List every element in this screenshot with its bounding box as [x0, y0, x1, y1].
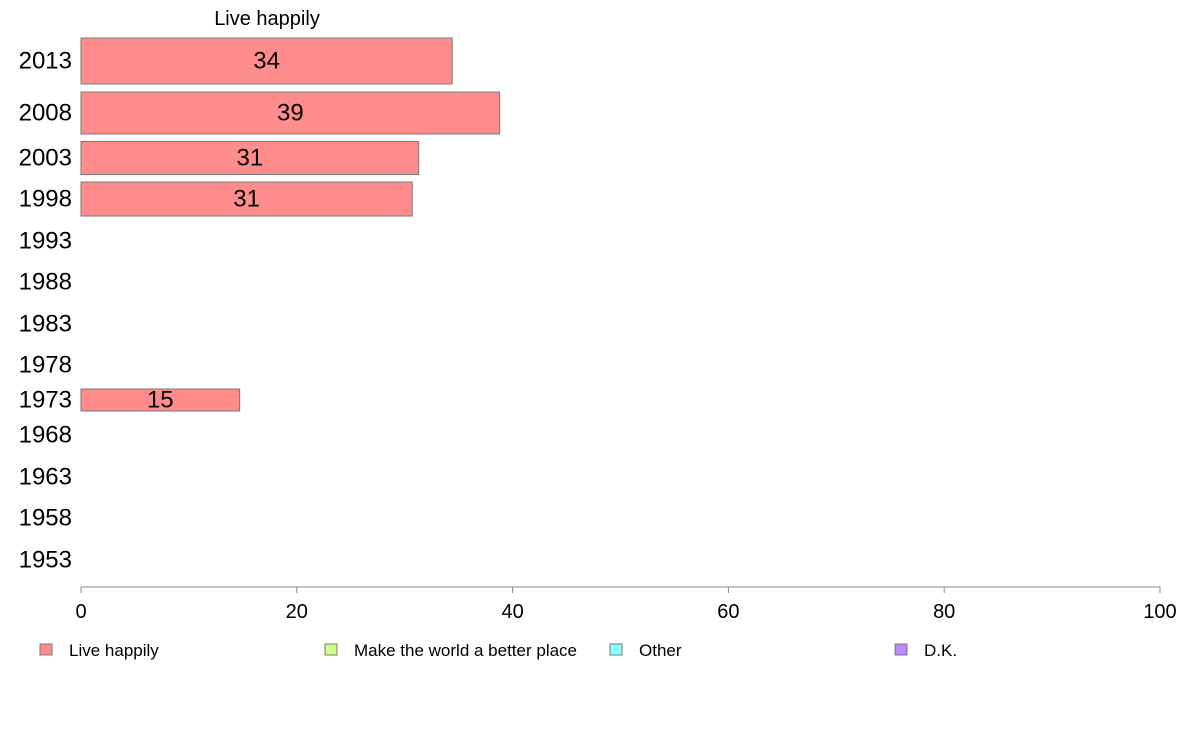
bar-2013 — [80, 37, 453, 85]
chart-title: Live happily — [214, 8, 320, 30]
x-tick-label-40: 40 — [501, 601, 523, 623]
year-label-1953: 1953 — [19, 547, 72, 574]
x-tick-label-20: 20 — [286, 601, 308, 623]
legend-label-2: Other — [639, 641, 682, 660]
bar-1998 — [80, 181, 413, 217]
bar-2008 — [80, 91, 501, 135]
legend-swatch-0 — [39, 643, 53, 656]
x-axis: 0 20 40 60 80 100 — [75, 586, 1177, 623]
year-label-2013: 2013 — [19, 48, 72, 75]
legend-label-1: Make the world a better place — [354, 641, 577, 660]
data-label-1998: 31 — [233, 186, 260, 213]
legend-label-0: Live happily — [69, 641, 159, 660]
year-label-1988: 1988 — [19, 269, 72, 296]
bar-1973 — [80, 388, 241, 412]
legend: Live happily Make the world a better plac… — [39, 641, 957, 660]
legend-swatch-1 — [324, 643, 338, 656]
data-label-2008: 39 — [277, 100, 304, 127]
data-label-1973: 15 — [147, 387, 174, 414]
legend-swatch-2 — [609, 643, 623, 656]
bar-2003 — [80, 141, 420, 175]
year-label-1983: 1983 — [19, 311, 72, 338]
legend-label-3: D.K. — [924, 641, 957, 660]
year-label-1973: 1973 — [19, 387, 72, 414]
x-tick-label-100: 100 — [1143, 601, 1176, 623]
data-label-2013: 34 — [253, 48, 280, 75]
year-label-1993: 1993 — [19, 228, 72, 255]
year-label-2008: 2008 — [19, 100, 72, 127]
year-label-1998: 1998 — [19, 186, 72, 213]
x-tick-label-0: 0 — [75, 601, 86, 623]
year-label-1963: 1963 — [19, 464, 72, 491]
year-label-2003: 2003 — [19, 145, 72, 172]
year-label-1978: 1978 — [19, 352, 72, 379]
year-label-1968: 1968 — [19, 422, 72, 449]
bars — [80, 37, 501, 412]
year-label-1958: 1958 — [19, 505, 72, 532]
x-tick-label-80: 80 — [933, 601, 955, 623]
data-labels: 34 39 31 31 15 — [147, 48, 304, 414]
legend-swatch-3 — [894, 643, 908, 656]
x-tick-label-60: 60 — [717, 601, 739, 623]
category-labels: 2013 2008 2003 1998 1993 1988 1983 1978 1973 1968… — [19, 48, 72, 574]
data-label-2003: 31 — [237, 145, 264, 172]
